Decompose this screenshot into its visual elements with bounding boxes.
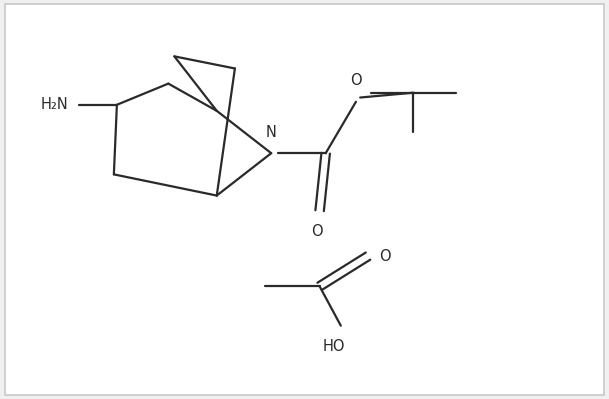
FancyBboxPatch shape xyxy=(5,4,604,395)
Text: O: O xyxy=(350,73,362,89)
Text: O: O xyxy=(379,249,390,264)
Text: H₂N: H₂N xyxy=(41,97,68,112)
Text: HO: HO xyxy=(322,339,345,354)
Text: N: N xyxy=(266,125,276,140)
Text: O: O xyxy=(311,224,322,239)
